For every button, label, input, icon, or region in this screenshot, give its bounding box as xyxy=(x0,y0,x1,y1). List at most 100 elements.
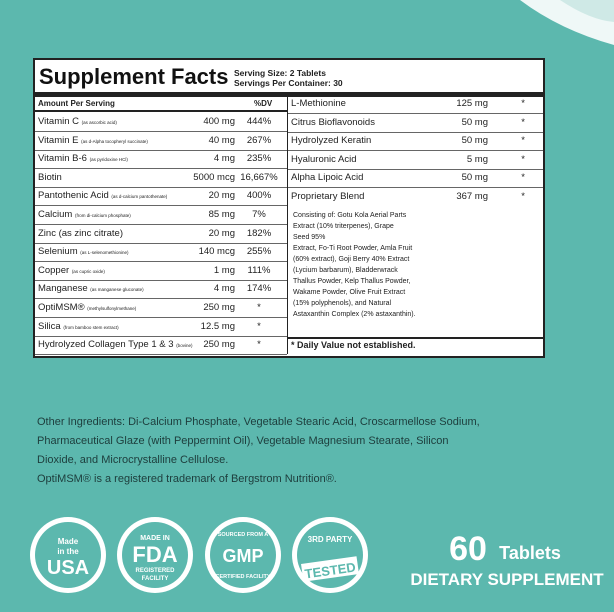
nutrient-name: Zinc (as zinc citrate) xyxy=(38,225,123,243)
name: OptiMSM® xyxy=(38,302,85,313)
facts-title: Supplement Facts xyxy=(39,64,229,89)
fact-row: Selenium (as L-selenomethionine) 140 mcg 2… xyxy=(35,243,287,263)
rule xyxy=(35,92,543,97)
count-number: 60 xyxy=(449,530,487,568)
nutrient-name: Hydrolyzed Keratin xyxy=(291,135,372,147)
fact-row: Vitamin B-6 (as pyridoxine HCl) 4 mg 235% xyxy=(35,150,287,170)
amount: 125 mg xyxy=(456,98,488,109)
amount: 50 mg xyxy=(461,135,488,147)
amount: 85 mg xyxy=(208,209,235,220)
badges: Made in the USA MADE IN FDA REGISTERED F… xyxy=(30,517,604,593)
note: (bovine) xyxy=(176,343,193,349)
nutrient-name: Silica (from bamboo stem extract) xyxy=(38,318,119,337)
badge-tested: 3RD PARTY TESTED xyxy=(292,517,368,593)
note: (methylsulfonylmethane) xyxy=(87,306,137,311)
name: Vitamin C xyxy=(38,116,80,127)
note: (as cupric oxide) xyxy=(71,268,105,274)
name: Biotin xyxy=(38,171,62,183)
amount: 20 mg xyxy=(208,227,235,239)
note: (as pyridoxine HCl) xyxy=(89,157,128,163)
name: Zinc (as zinc citrate) xyxy=(38,227,123,239)
dv: 235% xyxy=(246,153,272,165)
blend-line: Thallus Powder, Kelp Thallus Powder, xyxy=(293,278,411,285)
dv: * xyxy=(521,172,525,184)
fact-row: Alpha Lipoic Acid 50 mg * xyxy=(288,169,543,189)
amount: 5 mg xyxy=(466,153,488,165)
serving-size: Serving Size: 2 Tablets xyxy=(234,68,326,78)
name: Vitamin E xyxy=(38,134,79,146)
ingredient-line: OptiMSM® is a registered trademark of Be… xyxy=(37,473,337,485)
facts-panel: Supplement Facts Serving Size: 2 Tablets… xyxy=(33,58,545,358)
ingredient-line: Other Ingredients: Di-Calcium Phosphate,… xyxy=(37,416,480,428)
nutrient-name: Vitamin B-6 (as pyridoxine HCl) xyxy=(38,150,128,169)
amount: 367 mg xyxy=(456,191,488,202)
fact-row: Calcium (from di-calcium phosphate) 85 mg… xyxy=(35,206,287,225)
badge-text: 3RD PARTY xyxy=(308,535,353,544)
badge-text: GMP xyxy=(222,546,263,566)
count-unit: Tablets xyxy=(499,543,561,563)
amount: 1 mg xyxy=(213,264,235,276)
fact-row: Zinc (as zinc citrate) 20 mg 182% xyxy=(35,225,287,244)
dv: * xyxy=(521,135,525,147)
nutrient-name: Copper (as cupric oxide) xyxy=(38,262,105,281)
amount: 250 mg xyxy=(203,302,235,313)
fact-row: Citrus Bioflavonoids 50 mg * xyxy=(288,114,543,133)
nutrient-name: Vitamin C (as ascorbic acid) xyxy=(38,113,117,132)
name: Copper xyxy=(38,264,70,276)
badge-text: CERTIFIED FACILITY xyxy=(216,574,271,580)
nutrient-name: L-Methionine xyxy=(291,98,346,109)
rule xyxy=(287,337,543,339)
blend-line: Extract (10% triterpenes), Grape xyxy=(293,223,394,230)
amount: 20 mg xyxy=(208,190,235,202)
ingredient-line: Dioxide, and Microcrystalline Cellulose. xyxy=(37,454,229,466)
dv: * xyxy=(521,116,525,128)
badge-fda: MADE IN FDA REGISTERED FACILITY xyxy=(117,517,193,593)
col-amount: Amount Per Serving xyxy=(38,99,115,108)
nutrient-name: Selenium (as L-selenomethionine) xyxy=(38,243,129,262)
fact-row: Vitamin C (as ascorbic acid) 400 mg 444% xyxy=(35,113,287,132)
amount: 400 mg xyxy=(203,116,235,127)
dv: * xyxy=(257,320,261,332)
nutrient-name: Pantothenic Acid (as d-calcium pantothen… xyxy=(38,187,167,206)
badge-text: FDA xyxy=(132,542,177,567)
badge-text: USA xyxy=(47,557,89,579)
rule xyxy=(35,110,287,112)
dv: 400% xyxy=(246,190,272,202)
fact-row: Proprietary Blend 367 mg * xyxy=(288,188,543,206)
blend-line: Astaxanthin Complex (2% astaxanthin). xyxy=(293,311,416,318)
fact-row: Biotin 5000 mcg 16,667% xyxy=(35,169,287,188)
dv: 7% xyxy=(252,209,266,220)
divider xyxy=(287,97,288,354)
note: (as manganese gluconate) xyxy=(90,287,144,293)
footnote: * Daily Value not established. xyxy=(291,340,416,350)
fact-row: Silica (from bamboo stem extract) 12.5 mg… xyxy=(35,318,287,337)
note: (as L-selenomethionine) xyxy=(80,250,129,256)
dv: 255% xyxy=(246,246,272,258)
fact-row: Hydrolyzed Collagen Type 1 & 3 (bovine) 2… xyxy=(35,336,287,356)
dv: * xyxy=(521,98,525,109)
blend-line: Consisting of: Gotu Kola Aerial Parts xyxy=(293,212,407,219)
badge-text: in the xyxy=(57,547,79,556)
badge-text: FACILITY xyxy=(142,576,169,582)
blend-line: (Lycium barbarum), Bladderwrack xyxy=(293,267,398,274)
name: Vitamin B-6 xyxy=(38,153,87,165)
blend-line: Seed 95% xyxy=(293,234,326,241)
nutrient-name: Biotin xyxy=(38,169,62,187)
note: (as d-Alpha tocopheryl succinate) xyxy=(81,138,148,144)
name: Calcium xyxy=(38,209,73,220)
fact-row: Hyaluronic Acid 5 mg * xyxy=(288,151,543,170)
amount: 12.5 mg xyxy=(200,320,235,332)
dv: 267% xyxy=(246,134,272,146)
amount: 140 mcg xyxy=(198,246,235,258)
dv: * xyxy=(257,339,261,351)
fact-row: Vitamin E (as d-Alpha tocopheryl succina… xyxy=(35,132,287,151)
name: Selenium xyxy=(38,246,78,258)
fact-row: OptiMSM® (methylsulfonylmethane) 250 mg * xyxy=(35,299,287,318)
badge-text: SOURCED FROM A xyxy=(218,532,269,538)
blend-line: Wakame Powder, Olive Fruit Extract xyxy=(293,289,406,296)
amount: 4 mg xyxy=(213,283,235,295)
blend-line: (15% polyphenols), and Natural xyxy=(293,300,392,307)
badge-text: Made xyxy=(58,537,79,546)
col-dv: %DV xyxy=(254,99,273,108)
